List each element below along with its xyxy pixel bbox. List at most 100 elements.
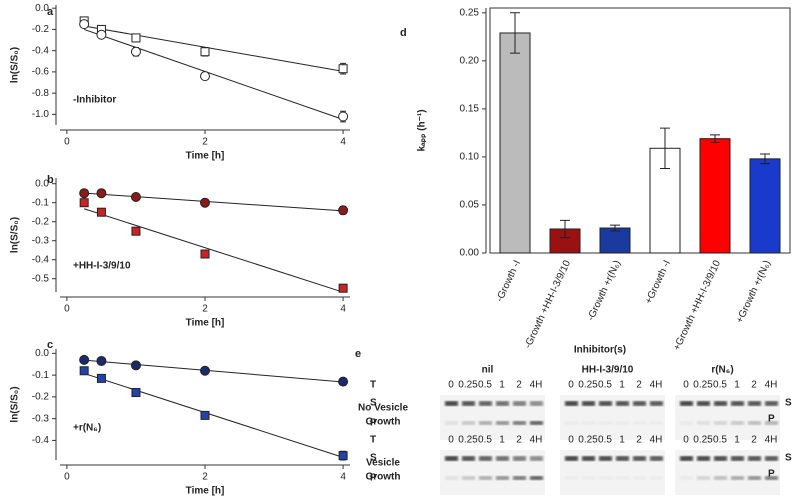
x-axis-label: Time [h]: [186, 318, 225, 329]
y-tick-label: -1.0: [32, 109, 50, 120]
gel-band: [445, 476, 458, 480]
y-tick-label: -0.4: [32, 254, 50, 265]
data-point: [79, 354, 90, 365]
gel-band: [616, 476, 629, 480]
y-tick-label: 0.05: [460, 200, 480, 211]
gel-band: [582, 456, 595, 461]
gel-band: [697, 421, 710, 425]
y-tick-label: -0.6: [32, 67, 50, 78]
lane-label: 0: [568, 435, 574, 446]
lane-label: 4H: [765, 380, 778, 391]
panel-label: b: [47, 174, 54, 186]
gel-band: [714, 456, 727, 461]
gel-band: [714, 476, 727, 480]
y-axis-label: ln(S/S₀): [10, 217, 21, 253]
gel-band: [479, 476, 492, 480]
gel-band: [462, 421, 475, 425]
row-label: Vesicle: [366, 458, 400, 469]
data-point: [130, 192, 141, 202]
error-bar: [760, 153, 770, 165]
gel-band: [513, 456, 526, 461]
gel-band: [680, 456, 693, 461]
gel-band: [479, 456, 492, 461]
x-tick-label: 0: [64, 304, 70, 315]
data-point: [79, 19, 90, 30]
gel-band: [479, 401, 492, 406]
y-tick-label: -0.1: [32, 197, 50, 208]
gel-band: [731, 456, 744, 461]
lane-label: 0.5: [598, 380, 612, 391]
gel-band: [680, 421, 693, 425]
gel-band: [765, 476, 778, 480]
y-tick-label: -0.4: [32, 45, 50, 56]
y-tick-label: -0.1: [32, 370, 50, 381]
group-label: HH-I-3/9/10: [582, 365, 634, 376]
y-tick-label: 0.10: [460, 152, 480, 163]
y-axis-label: ln(S/S₀): [10, 47, 21, 83]
data-point: [79, 188, 90, 199]
gel-band: [748, 401, 761, 406]
bar: [499, 32, 531, 254]
gel-band: [462, 401, 475, 406]
lane-label: 0: [448, 380, 454, 391]
y-tick-label: -0.5: [32, 273, 50, 284]
data-point: [96, 29, 107, 40]
y-tick-label: -0.2: [32, 216, 50, 227]
time-label: T: [370, 435, 376, 446]
x-tick-label: 0: [64, 137, 70, 148]
gel-band: [680, 401, 693, 406]
lane-label: 4H: [650, 435, 663, 446]
x-tick-label: +Growth +HH-I-3/9/10: [672, 258, 724, 352]
lane-label: 4H: [530, 380, 543, 391]
gel-band: [513, 421, 526, 425]
lane-label: 2: [751, 380, 757, 391]
row-label: Growth: [366, 417, 401, 428]
gel-band: [496, 456, 509, 461]
x-tick-label: -Growth +r(N₆): [585, 259, 623, 323]
panel-label: c: [47, 339, 53, 351]
y-axis-label: ln(S/S₀): [10, 386, 21, 422]
gel-band: [616, 421, 629, 425]
lane-label: 0.5: [598, 435, 612, 446]
gel-band: [530, 476, 543, 480]
x-tick-label: 4: [340, 472, 346, 483]
gel-band: [748, 476, 761, 480]
fit-line: [84, 208, 344, 293]
gel-band: [616, 401, 629, 406]
bar: [599, 227, 631, 254]
data-point: [200, 249, 210, 259]
gel-band: [445, 401, 458, 406]
gel-band: [633, 421, 646, 425]
data-point: [79, 198, 89, 208]
gel-band: [697, 401, 710, 406]
error-bar: [660, 127, 670, 169]
product-label: P: [370, 473, 377, 484]
lane-label: 4H: [530, 435, 543, 446]
data-point: [338, 283, 348, 293]
gel-band: [582, 401, 595, 406]
data-point: [96, 355, 107, 366]
x-tick-label: 2: [202, 472, 208, 483]
y-tick-label: 0.20: [460, 55, 480, 66]
panel-label: a: [47, 6, 54, 18]
x-tick-label: 2: [202, 137, 208, 148]
lane-label: 0.25: [578, 435, 598, 446]
gel-band: [650, 421, 663, 425]
data-point: [96, 207, 106, 217]
error-bar: [510, 12, 520, 54]
substrate-label: S: [370, 398, 377, 409]
gel-band: [650, 456, 663, 461]
y-tick-label: -0.2: [32, 392, 50, 403]
data-point: [200, 197, 210, 208]
data-point: [131, 226, 141, 236]
plot-frame: [489, 7, 791, 254]
gel-band: [616, 456, 629, 461]
y-tick-label: -0.3: [32, 413, 50, 424]
error-bar: [710, 134, 720, 144]
group-label: nil: [482, 365, 494, 376]
x-tick-label: +Growth +r(N₆): [734, 259, 773, 325]
x-tick-label: 2: [202, 304, 208, 315]
data-point: [96, 373, 106, 383]
gel-band: [765, 421, 778, 425]
